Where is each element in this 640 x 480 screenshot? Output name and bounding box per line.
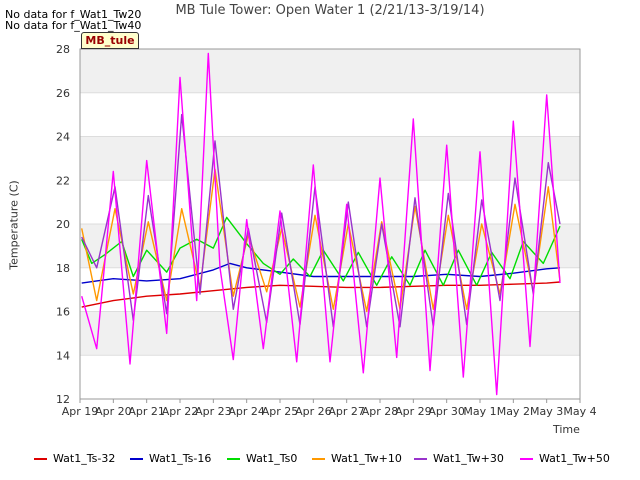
x-tick-label: Apr 30: [428, 405, 465, 418]
x-tick-label: May 4: [563, 405, 596, 418]
x-tick-label: May 2: [497, 405, 530, 418]
x-tick-label: Apr 26: [295, 405, 332, 418]
y-tick-label: 18: [56, 262, 70, 275]
legend-label: Wat1_Tw+50: [539, 452, 610, 465]
background-bands: [80, 49, 580, 356]
x-tick-label: Apr 24: [228, 405, 265, 418]
y-tick-label: 20: [56, 218, 70, 231]
y-tick-label: 12: [56, 393, 70, 406]
y-tick-labels: 12 14 16 18 20 22 24 26 28: [56, 43, 70, 406]
legend-label: Wat1_Ts-32: [53, 452, 116, 465]
y-tick-label: 16: [56, 306, 70, 319]
background-band: [80, 311, 580, 356]
x-axis-label: Time: [553, 423, 580, 436]
y-tick-label: 26: [56, 87, 70, 100]
x-tick-label: Apr 19: [62, 405, 99, 418]
x-tick-label: Apr 27: [328, 405, 365, 418]
x-tick-label: Apr 25: [262, 405, 299, 418]
y-tick-label: 22: [56, 174, 70, 187]
legend-item: Wat1_Ts0: [227, 452, 297, 465]
y-tick-label: 28: [56, 43, 70, 56]
site-tag: MB_tule: [81, 32, 139, 49]
legend: Wat1_Ts-32 Wat1_Ts-16 Wat1_Ts0 Wat1_Tw+1…: [0, 452, 640, 470]
background-band: [80, 49, 580, 93]
no-data-message: No data for f_Wat1_Tw40: [5, 19, 142, 32]
x-tick-label: Apr 28: [362, 405, 399, 418]
x-tick-label: Apr 22: [162, 405, 199, 418]
x-tick-label: Apr 29: [395, 405, 432, 418]
legend-swatch: [520, 458, 533, 460]
legend-swatch: [312, 458, 325, 460]
legend-swatch: [130, 458, 143, 460]
legend-item: Wat1_Tw+50: [520, 452, 610, 465]
legend-label: Wat1_Ts0: [246, 452, 298, 465]
x-tick-label: Apr 23: [195, 405, 232, 418]
legend-item: Wat1_Tw+30: [414, 452, 504, 465]
legend-label: Wat1_Tw+10: [331, 452, 402, 465]
x-tick-label: May 3: [530, 405, 563, 418]
series-lines: [81, 52, 561, 396]
series-line: [81, 216, 561, 286]
series-line: [81, 168, 561, 313]
legend-swatch: [34, 458, 47, 460]
y-tick-label: 14: [56, 349, 70, 362]
legend-item: Wat1_Tw+10: [312, 452, 402, 465]
legend-swatch: [414, 458, 427, 460]
background-band: [80, 136, 580, 181]
y-axis-label: Temperature (C): [7, 180, 21, 270]
series-line: [81, 281, 561, 308]
plot-border: [79, 48, 581, 400]
legend-item: Wat1_Ts-16: [130, 452, 211, 465]
legend-label: Wat1_Ts-16: [149, 452, 212, 465]
legend-item: Wat1_Ts-32: [34, 452, 115, 465]
x-tick-label: May 1: [463, 405, 496, 418]
series-line: [81, 52, 561, 396]
y-tick-label: 24: [56, 131, 70, 144]
legend-swatch: [227, 458, 240, 460]
no-data-message: No data for f_Wat1_Tw20: [5, 8, 142, 21]
legend-label: Wat1_Tw+30: [433, 452, 504, 465]
chart-title: MB Tule Tower: Open Water 1 (2/21/13-3/1…: [175, 3, 485, 18]
x-tick-label: Apr 21: [128, 405, 165, 418]
x-tick-label: Apr 20: [95, 405, 132, 418]
